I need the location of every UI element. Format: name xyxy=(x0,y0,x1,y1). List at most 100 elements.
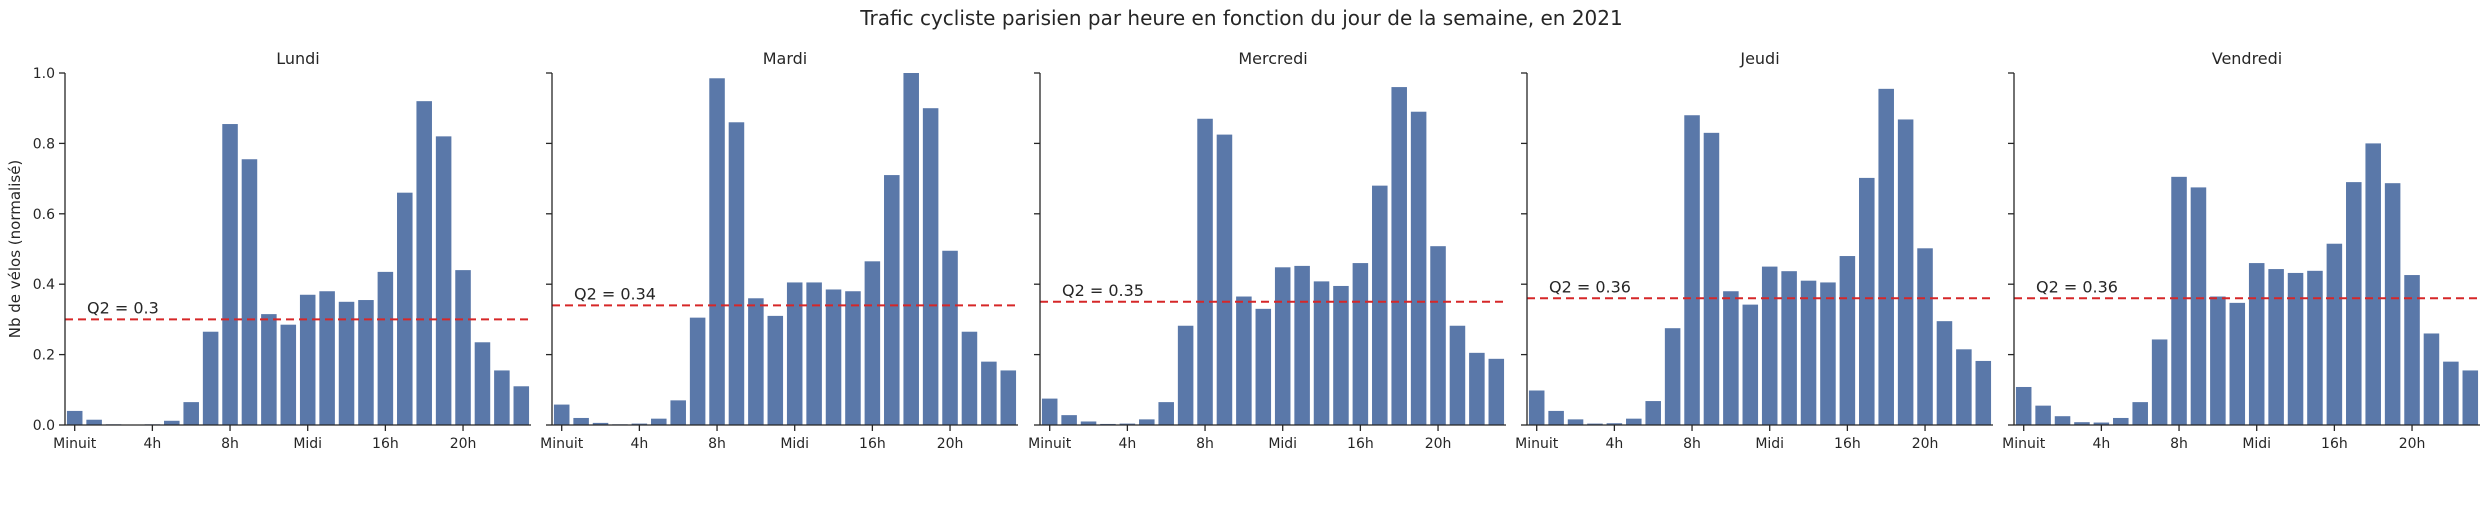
bar xyxy=(1216,134,1233,425)
bar xyxy=(1626,418,1642,425)
x-tick-label: 20h xyxy=(937,436,964,452)
bar xyxy=(222,124,238,425)
bar xyxy=(474,342,491,425)
bar xyxy=(1645,401,1661,425)
bar xyxy=(1041,398,1058,425)
bar xyxy=(903,73,919,425)
bar xyxy=(66,410,83,425)
panel-title: Mardi xyxy=(763,49,808,68)
x-tick-label: 8h xyxy=(708,436,726,452)
x-tick-label: 16h xyxy=(1347,436,1374,452)
panel-title: Jeudi xyxy=(1739,49,1779,68)
bar xyxy=(1119,423,1136,425)
bar xyxy=(1820,282,1836,425)
bar xyxy=(2462,370,2479,425)
bar xyxy=(981,361,997,425)
bar xyxy=(2035,405,2051,425)
bar xyxy=(1742,304,1759,425)
bar xyxy=(1430,246,1446,425)
x-tick-label: Midi xyxy=(1268,436,1297,452)
bar xyxy=(416,101,432,425)
bar xyxy=(689,317,706,425)
bar xyxy=(922,108,939,425)
bar xyxy=(2229,302,2246,425)
x-tick-label: 20h xyxy=(450,436,477,452)
bar xyxy=(2210,296,2226,425)
bar xyxy=(748,298,764,425)
bar xyxy=(358,300,374,425)
q2-label: Q2 = 0.3 xyxy=(87,298,159,317)
bar xyxy=(494,370,510,425)
x-tick-label: 8h xyxy=(221,436,239,452)
bar xyxy=(164,420,180,425)
bar xyxy=(2384,183,2401,425)
x-tick-label: 20h xyxy=(2399,436,2426,452)
bar xyxy=(2171,176,2187,425)
bar xyxy=(1236,296,1252,425)
bar xyxy=(1372,185,1388,425)
bar xyxy=(1936,321,1953,425)
bar xyxy=(280,324,297,425)
x-tick-label: Minuit xyxy=(53,436,97,452)
bar xyxy=(1333,285,1349,425)
bar xyxy=(2113,417,2129,425)
bar xyxy=(2074,422,2090,425)
bar xyxy=(1606,423,1623,425)
x-tick-label: Midi xyxy=(1755,436,1784,452)
bar xyxy=(1528,390,1545,425)
bar xyxy=(961,331,978,425)
y-tick-label: 0.8 xyxy=(33,136,55,152)
bar xyxy=(845,291,861,425)
bar xyxy=(573,417,589,425)
bar xyxy=(1897,119,1914,426)
bar xyxy=(2423,333,2440,425)
bar xyxy=(2326,243,2343,425)
y-tick-label: 0.2 xyxy=(33,348,55,364)
bar xyxy=(1274,267,1291,425)
x-tick-label: 20h xyxy=(1912,436,1939,452)
bar xyxy=(1723,291,1739,425)
chart-title: Trafic cycliste parisien par heure en fo… xyxy=(860,6,1623,30)
bar xyxy=(338,301,355,425)
bar xyxy=(241,159,258,426)
panel-title: Vendredi xyxy=(2212,49,2283,68)
bar xyxy=(261,314,277,425)
bar xyxy=(2151,339,2168,425)
q2-label: Q2 = 0.36 xyxy=(1549,277,1631,296)
bar xyxy=(1567,419,1584,425)
bar xyxy=(183,402,199,425)
bar xyxy=(864,261,881,425)
bar xyxy=(1080,421,1097,425)
bar xyxy=(1177,325,1194,425)
bar xyxy=(1839,256,1856,425)
bar xyxy=(767,315,784,425)
bar xyxy=(1664,328,1681,425)
x-tick-label: 4h xyxy=(1118,436,1136,452)
bar xyxy=(1917,248,1933,425)
bar xyxy=(513,386,530,425)
bar xyxy=(1139,419,1155,425)
panel-title: Mercredi xyxy=(1238,49,1307,68)
bar xyxy=(2404,275,2420,425)
x-tick-label: 8h xyxy=(2170,436,2188,452)
bar xyxy=(1548,410,1564,425)
bar xyxy=(806,282,822,425)
bar xyxy=(2248,263,2265,425)
bar xyxy=(2307,270,2323,425)
bar xyxy=(786,282,803,425)
bar xyxy=(825,289,842,425)
x-tick-label: 16h xyxy=(372,436,399,452)
bar xyxy=(2346,182,2362,425)
bar xyxy=(2093,422,2110,425)
bar xyxy=(319,291,335,425)
bar xyxy=(1000,370,1017,425)
x-tick-label: 4h xyxy=(630,436,648,452)
bar xyxy=(1352,263,1369,425)
x-tick-label: 4h xyxy=(1605,436,1623,452)
bar xyxy=(1956,349,1972,425)
x-tick-label: 16h xyxy=(1834,436,1861,452)
bar xyxy=(1703,132,1720,425)
bar xyxy=(1761,266,1778,425)
